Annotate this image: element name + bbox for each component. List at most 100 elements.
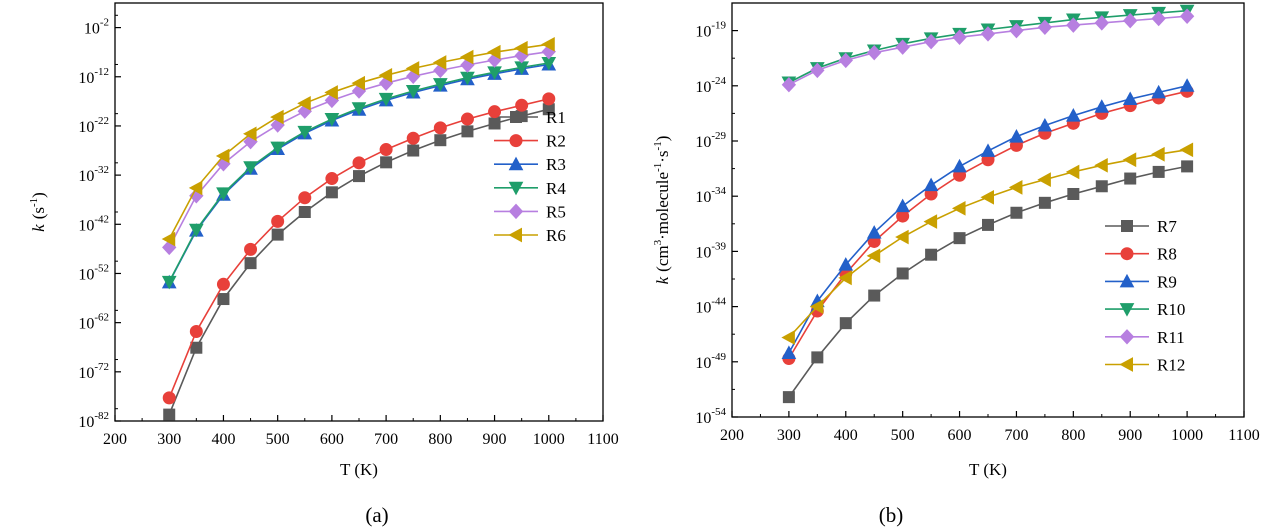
panel-b-x-tick-label: 700 — [1004, 427, 1028, 444]
panel-a-series-r6-point — [432, 55, 447, 70]
panel-a-series-r5-legend-marker — [508, 203, 524, 220]
panel-a-series-r1-point — [244, 257, 257, 270]
panel-b-x-axis-title: T (K) — [969, 460, 1007, 479]
panel-b-series-r11-point — [980, 26, 996, 42]
panel-a-series-r1-point — [190, 341, 203, 354]
panel-a-series-r4-point — [297, 125, 313, 140]
panel-a-series-r2-point — [271, 214, 285, 228]
panel-b-series-r7-point — [896, 267, 909, 280]
panel-a-series-r1-point — [353, 170, 365, 183]
panel-b-series-r12-point — [809, 299, 824, 314]
panel-b-series-r7-point — [1181, 160, 1194, 173]
panel-a-series-r4-point — [351, 102, 367, 116]
panel-b-series-r7-point — [1038, 196, 1051, 209]
panel-a-series-r1-point — [488, 117, 501, 130]
panel-a-y-tick-label: 10-42 — [78, 213, 109, 234]
panel-a-x-tick-label: 900 — [483, 431, 507, 448]
panel-a-y-title-unit: (s — [29, 207, 48, 219]
panel-b-series-r12-point — [781, 330, 795, 345]
panel-a-y-tick-label: 10-2 — [84, 17, 109, 38]
panel-b-series-r9-point — [781, 345, 797, 359]
panel-b-series-r7-point — [982, 218, 994, 231]
panel-b-series-r7-point — [1010, 206, 1023, 219]
panel-a-series-r6-point — [188, 180, 203, 196]
panel-b-series-r7-point — [1152, 165, 1165, 178]
panel-a-series-r2-point — [379, 143, 393, 157]
panel-a-series-r6-legend-marker — [508, 227, 522, 243]
panel-b-series-r11-point — [867, 44, 882, 61]
panel-b-series-r8-legend-marker — [1120, 247, 1134, 261]
panel-b-x-tick-label: 300 — [777, 427, 801, 444]
panel-a-series-r6-point — [243, 126, 257, 142]
panel-b-series-r11-point — [1179, 8, 1195, 24]
panel-b-series-r9-point — [838, 257, 854, 271]
panel-b-y-title-unit: (cm — [653, 245, 672, 271]
panel-a-series-r4-point — [243, 161, 258, 175]
panel-a-series-r2-point — [352, 156, 366, 170]
panel-a-series-r2-point — [162, 391, 176, 405]
panel-a-series-r1-legend-marker — [510, 111, 522, 123]
panel-a-series-r1-legend-label: R1 — [546, 108, 566, 127]
panel-b-series-r11-point — [1094, 15, 1109, 31]
panel-a-series-r1-point — [217, 293, 230, 306]
panel-a-series-r2-legend-label: R2 — [546, 132, 566, 151]
panel-b-series-r11-legend-label: R11 — [1157, 328, 1185, 347]
panel-a: 200 300 400 500 600 700 800 900 1000 1100 10-82 10-… — [28, 2, 619, 527]
panel-b-series-r12-point — [1065, 164, 1080, 180]
panel-a-series-r4-point — [188, 223, 204, 238]
panel-b-series-r12-point — [952, 201, 966, 216]
panel-a-x-tick-label: 700 — [374, 431, 398, 448]
panel-a-x-tick-label: 500 — [266, 431, 290, 448]
panel-a-series-r4-point — [216, 187, 231, 201]
panel-b: 200 300 400 500 600 700 800 900 1000 1100 10-54 10-… — [652, 2, 1260, 527]
panel-a-x-tick-label: 300 — [157, 431, 181, 448]
panel-b-series-r7-point — [811, 351, 824, 364]
panel-b-series-r12-point — [1094, 157, 1108, 173]
panel-a-series-r2-point — [216, 277, 230, 291]
panel-a-series-r4-point — [270, 141, 286, 156]
panel-b-series-r9-point — [866, 225, 882, 239]
panel-a-x-tick-label: 1000 — [533, 431, 565, 448]
panel-a-series-r2-line — [168, 98, 549, 399]
panel-b-series-r9-point — [1037, 117, 1053, 132]
panel-b-x-tick-label: 600 — [948, 427, 972, 444]
panel-b-y-title-unit-end: ) — [653, 136, 672, 142]
panel-a-series-r4-legend-label: R4 — [546, 179, 566, 198]
panel-a-series-r6-point — [487, 44, 501, 60]
panel-b-series-r9-point — [1122, 91, 1138, 106]
panel-b-plot-area: 200 300 400 500 600 700 800 900 1000 1100 10-54 10-… — [695, 4, 1260, 444]
panel-a-series-r4-point — [378, 92, 394, 107]
panel-b-series-r7-point — [782, 391, 795, 404]
panel-b-series-r9-point — [1151, 84, 1167, 99]
panel-a-series-r5-legend-label: R5 — [546, 202, 566, 221]
panel-a-y-title-unit-sup: -1 — [28, 198, 40, 207]
panel-b-y-title-sup3: -1 — [652, 141, 664, 150]
panel-b-y-tick-label: 10-49 — [695, 351, 726, 372]
panel-a-series-r2-point — [542, 92, 556, 106]
panel-b-series-r12-point — [1151, 146, 1165, 162]
panel-b-series-r11-point — [1123, 12, 1138, 29]
panel-b-y-title-mid2: ·s — [653, 150, 672, 162]
panel-b-series-r8-legend-label: R8 — [1157, 245, 1177, 264]
panel-a-series-r2-point — [515, 98, 529, 112]
panel-b-y-tick-label: 10-19 — [695, 20, 726, 41]
panel-a-series-r6-point — [541, 36, 555, 52]
panel-b-caption: (b) — [879, 503, 904, 527]
panel-b-y-axis-title: k(cm3·molecule-1·s-1) — [652, 136, 672, 285]
panel-a-series-r6-point — [215, 148, 230, 164]
panel-b-y-tick-label: 10-29 — [695, 130, 726, 151]
panel-b-x-tick-label: 800 — [1061, 427, 1085, 444]
panel-a-caption: (a) — [365, 503, 388, 527]
panel-b-series-r7-point — [1124, 172, 1137, 185]
panel-a-series-r6-point — [297, 95, 311, 111]
panel-b-series-r12-point — [1037, 172, 1051, 187]
panel-b-series-r7-point — [953, 232, 966, 245]
panel-a-series-r6-point — [351, 75, 365, 91]
panel-b-x-tick-label: 900 — [1118, 427, 1142, 444]
panel-b-series-r11-point — [895, 39, 910, 55]
panel-a-series-r2-point — [460, 112, 474, 126]
panel-b-series-r12-point — [1179, 142, 1194, 158]
panel-a-series-r3-legend-label: R3 — [546, 155, 566, 174]
panel-a-y-title-k: k — [29, 224, 48, 232]
panel-b-series-r11-legend-marker — [1119, 329, 1135, 345]
